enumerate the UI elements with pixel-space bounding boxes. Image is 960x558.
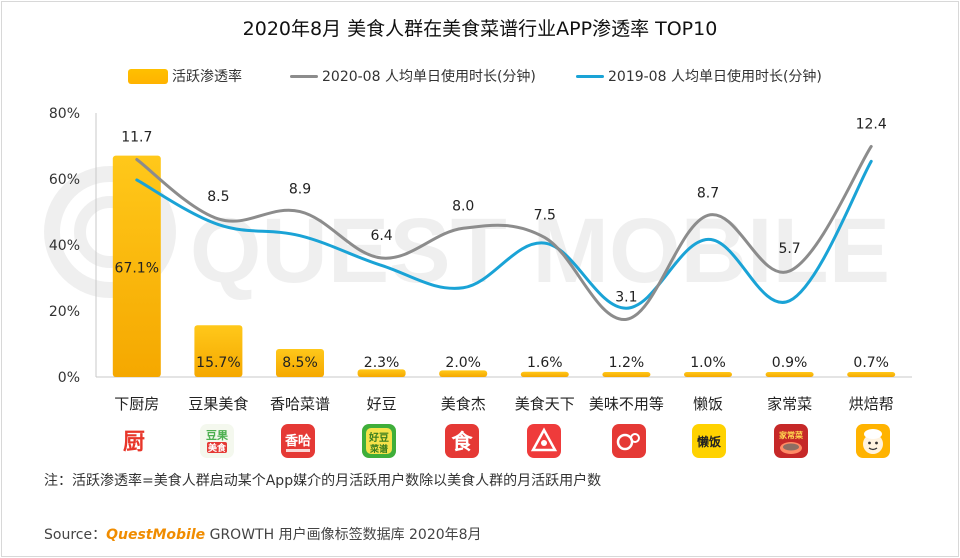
bar <box>520 371 569 377</box>
line-data-label: 8.7 <box>697 185 719 201</box>
series-line-2019 <box>135 159 873 310</box>
legend-item-bar: 活跃渗透率 <box>128 66 242 86</box>
legend-label-2019: 2019-08 人均单日使用时长(分钟) <box>608 69 822 85</box>
x-tick-label: 豆果美食 <box>188 395 248 413</box>
bar-data-label: 15.7% <box>196 355 240 371</box>
svg-text:QUEST MOBILE: QUEST MOBILE <box>190 200 890 302</box>
svg-text:好豆: 好豆 <box>368 431 389 444</box>
bar <box>439 370 488 377</box>
meishijie-icon: 食 <box>445 424 479 458</box>
bar <box>194 325 243 377</box>
svg-text:香哈: 香哈 <box>284 433 311 449</box>
line-data-label: 6.4 <box>370 228 392 244</box>
jiachangcai-icon: 家常菜 <box>774 424 808 458</box>
legend-label-2020: 2020-08 人均单日使用时长(分钟) <box>322 69 536 85</box>
source-suffix: GROWTH 用户画像标签数据库 2020年8月 <box>205 527 482 543</box>
x-tick-label: 下厨房 <box>114 395 159 413</box>
line-data-label: 8.9 <box>289 182 311 198</box>
hongbeibang-icon <box>856 424 890 458</box>
bar <box>847 372 896 377</box>
x-tick-label: 香哈菜谱 <box>270 395 330 413</box>
bar <box>357 369 406 377</box>
x-tick-label: 家常菜 <box>767 395 812 413</box>
legend-item-2019: 2019-08 人均单日使用时长(分钟) <box>576 66 822 86</box>
y-tick-label: 20% <box>49 304 80 320</box>
x-tick-label: 烘焙帮 <box>849 395 894 413</box>
svg-text:食: 食 <box>452 430 474 454</box>
svg-text:厨: 厨 <box>123 430 145 455</box>
bar <box>276 348 324 377</box>
haodou-icon: 好豆 菜谱 <box>362 424 396 458</box>
source-prefix: Source： <box>44 527 107 543</box>
bar <box>602 372 651 377</box>
legend: 活跃渗透率 2020-08 人均单日使用时长(分钟) 2019-08 人均单日使… <box>0 66 960 88</box>
source-brand: QuestMobile <box>106 527 206 543</box>
line-data-label: 7.5 <box>534 208 556 224</box>
xiachufang-icon: 厨 <box>117 424 151 458</box>
bar-data-label: 2.0% <box>445 355 481 371</box>
x-tick-label: 美食杰 <box>441 395 486 413</box>
meiweibuyongdeng-icon <box>612 424 646 458</box>
x-tick-label: 懒饭 <box>693 395 723 413</box>
legend-swatch-2019 <box>576 74 604 78</box>
watermark: QUEST MOBILE <box>44 166 890 302</box>
line-data-label: 3.1 <box>615 289 637 305</box>
bar-data-label: 0.9% <box>772 355 808 371</box>
svg-text:豆果: 豆果 <box>206 429 228 442</box>
bar <box>684 372 732 377</box>
bar-data-label: 2.3% <box>364 355 400 371</box>
chart-title: 2020年8月 美食人群在美食菜谱行业APP渗透率 TOP10 <box>242 18 718 40</box>
y-tick-label: 0% <box>58 370 80 386</box>
svg-text:家常菜: 家常菜 <box>779 430 803 440</box>
line-data-label: 11.7 <box>121 129 152 145</box>
bar-data-label: 1.2% <box>609 355 645 371</box>
x-tick-label: 美食天下 <box>515 395 575 413</box>
bar <box>112 155 161 377</box>
bar-data-label: 0.7% <box>853 355 889 371</box>
meishitianxia-icon <box>527 424 561 458</box>
line-data-label: 12.4 <box>856 116 887 132</box>
svg-text:菜谱: 菜谱 <box>369 443 388 455</box>
legend-item-2020: 2020-08 人均单日使用时长(分钟) <box>290 66 536 86</box>
svg-text:懒饭: 懒饭 <box>697 434 721 449</box>
line-data-label: 8.0 <box>452 198 474 214</box>
bar-data-label: 8.5% <box>282 355 318 371</box>
y-tick-label: 60% <box>49 172 80 188</box>
y-tick-label: 80% <box>49 106 80 122</box>
douguo-icon: 豆果 美食 <box>200 424 234 458</box>
svg-text:美食: 美食 <box>208 442 227 454</box>
legend-swatch-2020 <box>290 74 318 78</box>
x-tick-label: 好豆 <box>367 395 397 413</box>
source-line: Source：QuestMobile GROWTH 用户画像标签数据库 2020… <box>44 524 482 544</box>
line-data-label: 5.7 <box>778 241 800 257</box>
y-tick-label: 40% <box>49 238 80 254</box>
bar-data-label: 1.6% <box>527 355 563 371</box>
legend-swatch-bar <box>128 68 168 84</box>
footnote: 注：活跃渗透率=美食人群启动某个App媒介的月活跃用户数除以美食人群的月活跃用户… <box>44 473 602 489</box>
bar-data-label: 67.1% <box>115 260 159 276</box>
bar-data-label: 1.0% <box>690 355 726 371</box>
line-data-label: 8.5 <box>207 189 229 205</box>
x-tick-label: 美味不用等 <box>589 395 664 413</box>
series-line-2020 <box>135 144 873 321</box>
xianghaha-icon: 香哈 <box>281 424 315 458</box>
legend-label-bar: 活跃渗透率 <box>172 69 242 85</box>
bar <box>765 372 814 377</box>
lanfan-icon: 懒饭 <box>692 424 726 458</box>
